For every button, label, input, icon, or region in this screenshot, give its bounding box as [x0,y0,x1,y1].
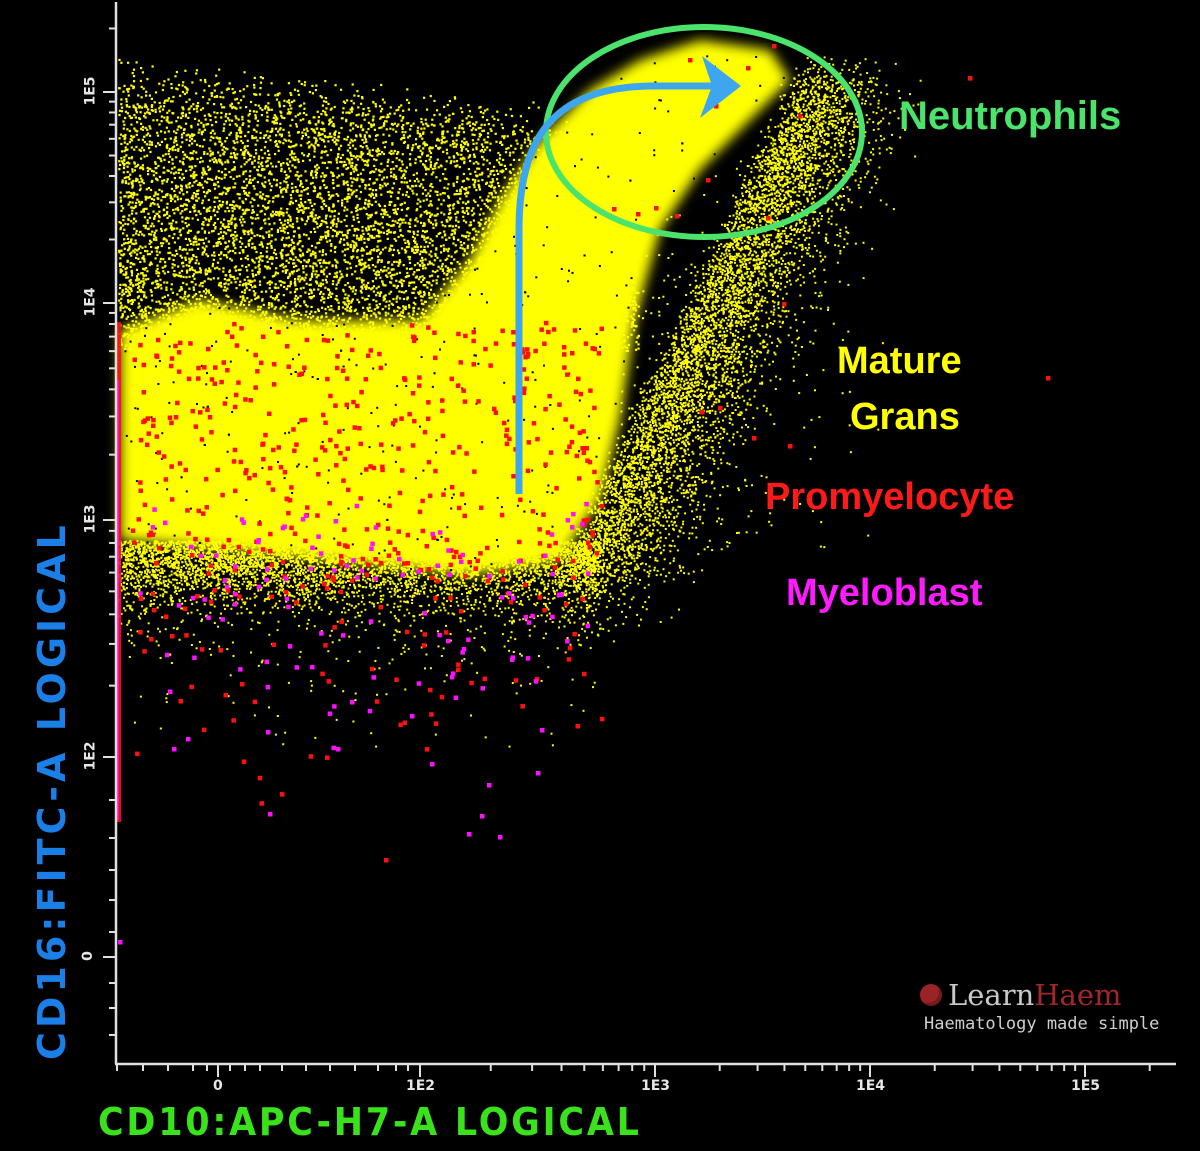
x-tick-label: 1E3 [641,1078,670,1094]
x-tick-label: 1E5 [1071,1078,1100,1094]
density-gaps [124,55,785,572]
myeloblast-label: Myeloblast [786,572,982,615]
mature-grans-label-line1: Mature [837,340,962,383]
y-tick-label: 1E3 [83,504,99,533]
y-tick-label: 1E5 [83,76,99,105]
neutrophils-label: Neutrophils [899,94,1121,139]
maturation-arrow [515,56,741,494]
y-tick-label: 0 [80,951,96,961]
x-tick-label: 0 [213,1078,223,1094]
logo-haem-text: Haem [1034,978,1121,1012]
x-axis-title: CD10:APC-H7-A LOGICAL [98,1100,642,1144]
logo-tagline: Haematology made simple [924,1014,1159,1034]
learnhaem-logo: Learn Haem Haematology made simple [920,978,1159,1034]
promyelocyte-label: Promyelocyte [765,476,1014,519]
mature-grans-points [118,56,922,748]
x-tick-label: 1E2 [406,1078,435,1094]
y-tick-label: 1E4 [83,287,99,316]
x-axis-ticks [116,1064,1151,1077]
mature-grans-label-line2: Grans [850,396,960,439]
logo-circle-icon [920,984,942,1006]
y-axis-title: CD16:FITC-A LOGICAL [30,521,74,1060]
left-edge-magenta-band [116,380,119,820]
y-axis-ticks [103,27,116,1036]
y-tick-label: 1E2 [83,741,99,770]
myeloblast-points [118,501,591,945]
x-tick-label: 1E4 [856,1078,885,1094]
logo-learn-text: Learn [948,978,1034,1012]
